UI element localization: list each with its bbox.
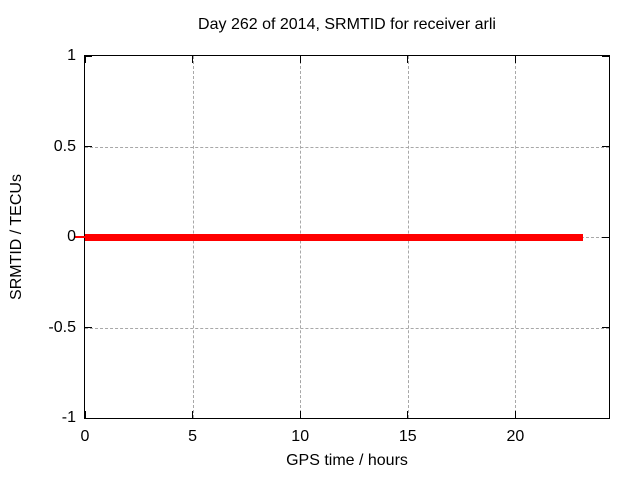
x-tick-mark	[514, 56, 516, 63]
x-tick-mark	[84, 56, 86, 63]
y-tick-label: -0.5	[48, 318, 76, 336]
y-tick-mark	[602, 236, 609, 238]
chart-title: Day 262 of 2014, SRMTID for receiver arl…	[198, 16, 496, 33]
y-tick-mark	[85, 417, 92, 419]
y-tick-label: 0	[67, 228, 76, 245]
y-gridline	[85, 146, 609, 148]
x-tick-label: 10	[291, 428, 310, 445]
series-line-left-cap	[74, 236, 85, 238]
y-gridline	[85, 327, 609, 329]
x-tick-mark	[407, 411, 409, 418]
y-tick-mark	[602, 327, 609, 328]
x-tick-label: 15	[398, 428, 417, 445]
x-axis-title: GPS time / hours	[286, 452, 408, 469]
y-tick-label: 1	[67, 47, 76, 64]
y-tick-mark	[602, 55, 609, 57]
y-tick-mark	[85, 146, 92, 147]
y-tick-label: 0.5	[53, 137, 76, 155]
x-tick-mark	[407, 56, 409, 63]
series-line	[85, 233, 584, 241]
y-axis-title: SRMTID / TECUs	[8, 174, 25, 300]
y-tick-label: -1	[61, 409, 76, 426]
y-tick-mark	[602, 146, 609, 147]
y-tick-mark	[602, 417, 609, 419]
x-tick-label: 20	[506, 428, 525, 445]
plot-area: 0 5 10 15 20 -1 -0.5 0 0.5 1	[48, 47, 610, 445]
x-tick-mark	[192, 411, 194, 418]
x-tick-mark	[192, 56, 194, 63]
x-tick-mark	[299, 56, 301, 63]
x-tick-mark	[84, 411, 86, 418]
y-tick-mark	[85, 327, 92, 328]
x-tick-label: 5	[188, 428, 198, 445]
x-tick-mark	[299, 411, 301, 418]
y-tick-mark	[85, 55, 92, 57]
x-tick-mark	[514, 411, 516, 418]
x-tick-label: 0	[80, 428, 90, 445]
